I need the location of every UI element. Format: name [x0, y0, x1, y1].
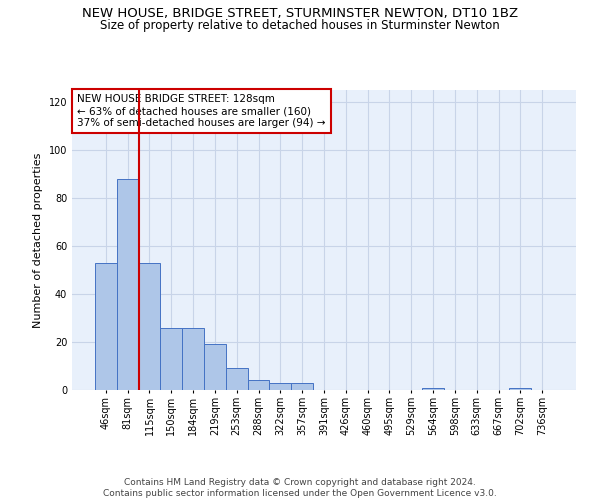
Bar: [269, 383, 291, 390]
Text: NEW HOUSE BRIDGE STREET: 128sqm
← 63% of detached houses are smaller (160)
37% o: NEW HOUSE BRIDGE STREET: 128sqm ← 63% of…: [77, 94, 326, 128]
Text: NEW HOUSE, BRIDGE STREET, STURMINSTER NEWTON, DT10 1BZ: NEW HOUSE, BRIDGE STREET, STURMINSTER NE…: [82, 8, 518, 20]
Bar: [117, 179, 139, 390]
Bar: [139, 263, 160, 390]
Bar: [226, 368, 248, 390]
Text: Contains HM Land Registry data © Crown copyright and database right 2024.
Contai: Contains HM Land Registry data © Crown c…: [103, 478, 497, 498]
Bar: [422, 388, 444, 390]
Bar: [182, 328, 204, 390]
Text: Size of property relative to detached houses in Sturminster Newton: Size of property relative to detached ho…: [100, 19, 500, 32]
Bar: [509, 388, 531, 390]
Y-axis label: Number of detached properties: Number of detached properties: [33, 152, 43, 328]
Bar: [248, 380, 269, 390]
Bar: [204, 344, 226, 390]
Bar: [160, 328, 182, 390]
Bar: [95, 263, 117, 390]
Bar: [291, 383, 313, 390]
